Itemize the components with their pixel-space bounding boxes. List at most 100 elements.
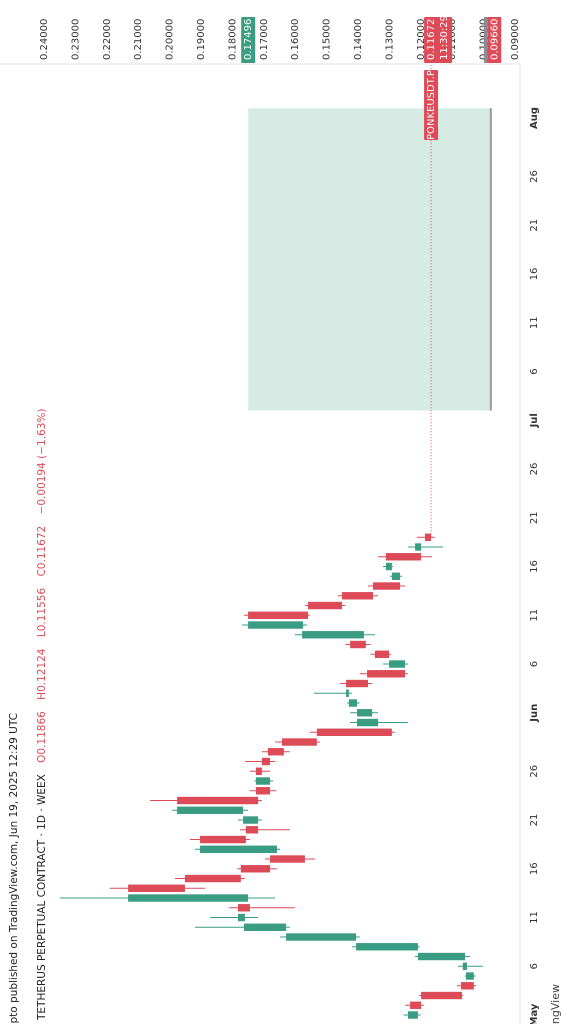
y-tick-label: 0.21000 [133,19,144,60]
candle-body [281,738,317,746]
candle-body [255,787,271,795]
x-tick-label: Aug [529,107,540,129]
candle-body [407,1011,418,1019]
candle-body [267,748,284,756]
y-tick-label: 0.12000 [416,19,427,60]
candle-body [238,904,250,912]
y-tick-label: 0.19000 [196,19,207,60]
x-tick-label: 26 [529,170,540,183]
x-tick-label: 6 [529,963,540,969]
symbol-tag [424,70,439,140]
candle-body [286,933,357,941]
x-tick-label: 6 [529,368,540,374]
ohlc-high: H0.12124 [36,648,48,700]
candle-body [270,855,305,863]
x-tick-label: 21 [529,814,540,827]
x-tick-label: Jun [529,704,540,723]
x-tick-label: Jul [529,413,540,428]
candle-body [421,991,462,1000]
candle-body [243,923,287,931]
y-tick-label: 0.16000 [290,19,301,60]
y-tick-label: 0.24000 [39,19,50,60]
candle-body [238,913,245,922]
published-line: ps_crypto published on TradingView.com, … [8,713,20,1024]
y-tick-label: 0.22000 [102,19,113,60]
candle-body [302,631,364,639]
candle-body [415,543,422,551]
y-tick-label: 0.18000 [227,19,238,60]
x-tick-label: 16 [529,560,540,573]
y-tick-label: 0.11000 [447,19,458,60]
candle-body [255,777,271,785]
candle-body [357,709,373,717]
candle-body [350,640,366,649]
y-tick-label: 0.23000 [70,19,81,60]
countdown: 11:30:29 [439,15,450,60]
candle-body [348,699,358,707]
x-tick-label: 26 [529,765,540,778]
symbol: TETHERUS PERPETUAL CONTRACT · 1D · WEEX [36,774,48,1021]
y-tick-label: 0.15000 [322,19,333,60]
y-tick-label: 0.14000 [353,19,364,60]
candle-body [356,943,418,951]
ohlc-open: O0.11866 [36,711,48,763]
candle-body [240,865,271,873]
price-tag-label: 0.09660 [489,19,500,60]
x-tick-label: 11 [529,609,540,622]
candle-body [316,728,392,736]
candle-body [248,621,304,629]
candle-body [177,796,259,805]
y-tick-label: 0.13000 [384,19,395,60]
candle-body [200,835,246,844]
x-tick-label: 21 [529,511,540,524]
candle-body [462,962,467,970]
y-tick-label: 0.20000 [165,19,176,60]
candle-body [465,972,474,980]
candle-body [374,650,390,658]
candle-body [245,826,259,834]
candle-body [128,894,249,902]
x-tick-label: May [529,1003,540,1024]
rotated-chart: ps_crypto published on TradingView.com, … [0,15,562,1024]
symbol-line: TETHERUS PERPETUAL CONTRACT · 1D · WEEX … [36,409,48,1021]
ohlc-close: C0.11672 [36,526,48,577]
candle-body [391,572,401,580]
x-tick-label: 6 [529,661,540,667]
change: −0.00194 (−1.63%) [36,409,48,515]
candle-body [410,1001,422,1009]
price-tag [487,17,502,63]
candle-body [373,582,401,590]
candle-body [261,757,271,766]
candle-body [385,562,392,571]
candle-body [460,982,474,990]
candle-body [243,816,259,824]
symbol-tag-label: PONKEUSDT.P [426,70,437,140]
x-tick-label: 16 [529,862,540,875]
candle-body [341,592,374,600]
candle-body [357,718,379,727]
y-tick-label: 0.09000 [510,19,521,60]
x-tick-label: 11 [529,316,540,329]
price-tag-label: 0.11672 [426,19,437,60]
ohlc-low: L0.11556 [36,588,48,638]
candle-body [367,670,406,678]
candle-body [177,806,244,814]
candle-body [389,660,406,668]
candle-body [255,767,262,775]
y-tick-label: 0.17000 [259,19,270,60]
price-tag [241,17,256,63]
candle-body [248,611,309,619]
candle-body [128,884,185,892]
logo: TradingView [549,984,562,1024]
price-tag-label: 0.17496 [243,19,254,60]
candle-body [346,689,349,697]
x-tick-label: 21 [529,219,540,232]
candle-body [346,679,369,688]
candle-body [184,874,241,883]
position-box [248,108,491,411]
x-tick-label: 11 [529,911,540,924]
candle-body [200,845,277,853]
price-tag [424,17,453,63]
